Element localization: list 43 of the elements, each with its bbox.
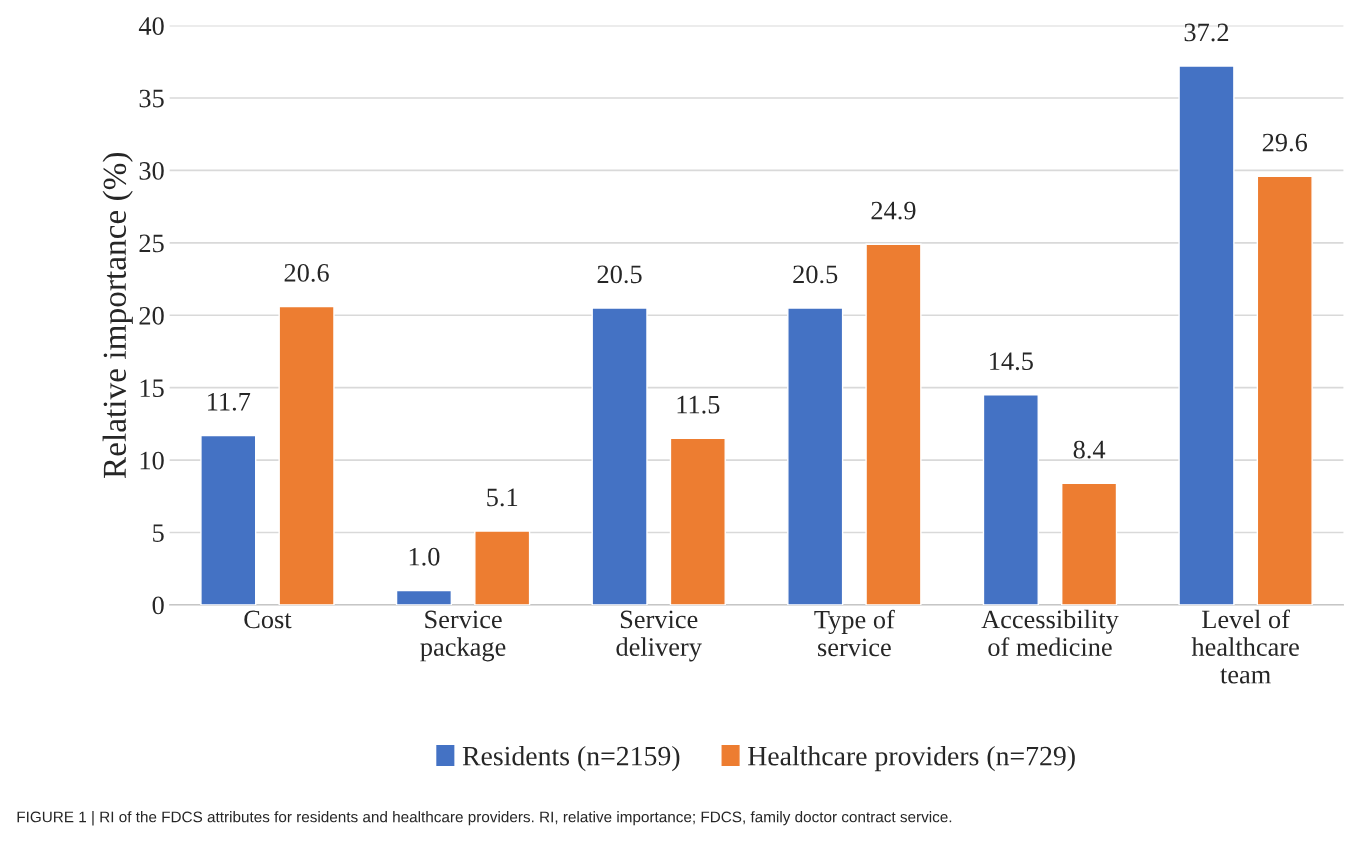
legend-label: Healthcare providers (n=729) [748, 745, 1075, 772]
y-tick-label: 5 [153, 524, 164, 542]
bar [669, 437, 726, 605]
bar [200, 434, 257, 605]
y-tick-label: 10 [140, 451, 164, 470]
x-tick-label: Service package [420, 610, 506, 662]
x-tick-label: Level of healthcare team [1191, 609, 1299, 684]
data-label: 24.9 [871, 201, 916, 220]
data-label: 11.7 [208, 392, 251, 411]
bar [395, 589, 453, 605]
data-label: 5.1 [487, 488, 518, 507]
y-tick-label: 40 [138, 17, 164, 35]
data-label: 11.5 [677, 395, 720, 414]
data-label: 1.0 [409, 547, 440, 566]
y-tick-label: 35 [139, 89, 164, 108]
x-tick-label: Type of service [814, 609, 895, 657]
data-label: 20.6 [284, 263, 329, 282]
y-axis-title: Relative importance (%) [102, 152, 133, 479]
data-label: 29.6 [1262, 133, 1308, 152]
y-tick-label: 30 [139, 162, 164, 180]
y-tick-label: 0 [152, 596, 164, 615]
data-label: 14.5 [990, 352, 1033, 371]
x-tick-label: Cost [244, 610, 292, 629]
data-label: 37.2 [1184, 23, 1229, 42]
y-tick-label: 25 [139, 234, 164, 253]
bar [982, 394, 1039, 605]
bar [1178, 65, 1235, 605]
data-label: 20.5 [597, 265, 642, 284]
data-label: 20.5 [793, 265, 838, 284]
bar [787, 307, 844, 605]
y-tick-label: 15 [140, 379, 164, 398]
data-label: 8.4 [1073, 440, 1106, 459]
bar [474, 530, 531, 605]
x-tick-label: Service delivery [616, 610, 702, 662]
legend-label: Residents (n=2159) [462, 745, 680, 772]
caption: FIGURE 1 | RI of the FDCS attributes for residents and healthcare providers. RI, relative importance; FDCS, family doctor contract service. [17, 811, 952, 826]
x-tick-label: Accessibility of medicine [981, 609, 1119, 657]
bar [278, 305, 335, 605]
bar [591, 307, 648, 605]
bar [865, 243, 922, 605]
y-tick-label: 20 [139, 306, 164, 325]
bar [1256, 175, 1313, 605]
bar [1061, 482, 1118, 605]
